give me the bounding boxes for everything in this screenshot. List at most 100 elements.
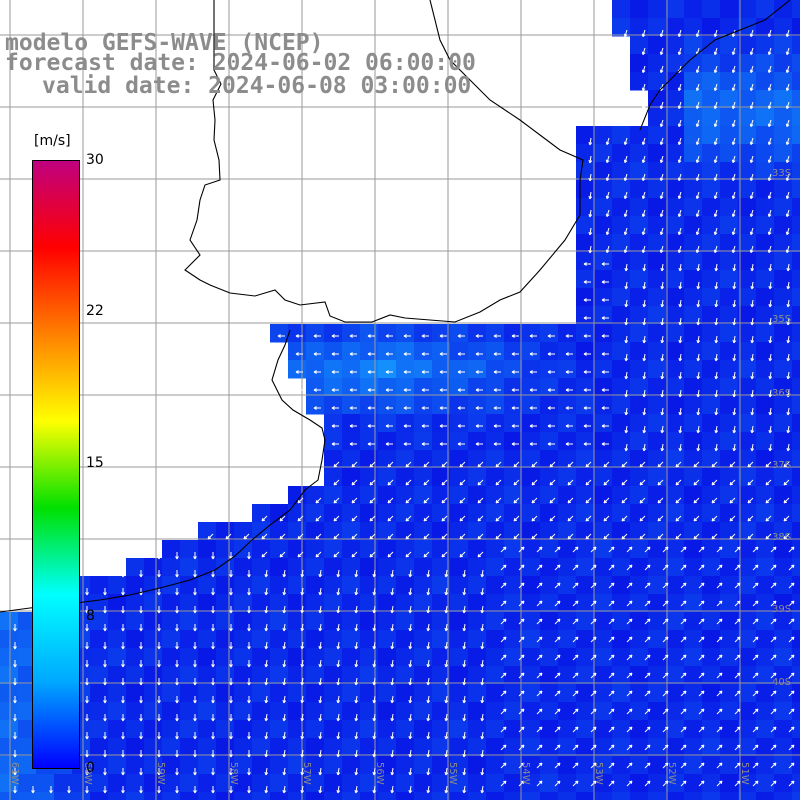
wind-speed-cell — [342, 792, 361, 800]
wind-speed-cell — [612, 450, 631, 469]
wind-speed-cell — [306, 684, 325, 703]
wind-speed-cell — [324, 774, 343, 793]
wind-arrow — [642, 443, 647, 452]
wind-arrow — [426, 569, 431, 578]
wind-speed-cell — [576, 252, 595, 271]
wind-speed-cell — [126, 774, 145, 793]
wind-speed-cell — [360, 648, 379, 667]
wind-arrow — [554, 618, 561, 625]
wind-arrow — [624, 407, 629, 416]
wind-arrow — [752, 636, 759, 643]
wind-arrow — [139, 642, 143, 650]
wind-speed-cell — [630, 720, 649, 739]
wind-speed-cell — [666, 414, 685, 433]
wind-speed-cell — [90, 612, 109, 631]
wind-speed-cell — [486, 612, 505, 631]
wind-arrow — [768, 263, 773, 272]
wind-speed-cell — [324, 360, 343, 379]
wind-speed-cell — [108, 738, 127, 757]
wind-arrow — [572, 636, 579, 643]
wind-arrow — [734, 744, 741, 751]
wind-speed-cell — [684, 540, 703, 559]
wind-arrow — [247, 678, 251, 686]
wind-arrow — [313, 334, 321, 338]
wind-arrow — [390, 677, 395, 686]
wind-arrow — [157, 732, 161, 740]
longitude-label: 60W — [82, 762, 93, 785]
wind-speed-cell — [252, 594, 271, 613]
wind-speed-cell — [612, 288, 631, 307]
wind-speed-cell — [648, 72, 667, 91]
wind-arrow — [642, 407, 647, 416]
wind-arrow — [444, 623, 449, 632]
wind-arrow — [729, 515, 736, 522]
wind-arrow — [590, 636, 597, 643]
wind-speed-cell — [72, 792, 91, 800]
wind-speed-cell — [108, 792, 127, 800]
wind-speed-cell — [378, 504, 397, 523]
wind-arrow — [477, 479, 484, 486]
wind-arrow — [211, 750, 215, 758]
wind-speed-cell — [54, 774, 73, 793]
wind-speed-cell — [702, 630, 721, 649]
wind-arrow — [211, 786, 215, 794]
wind-arrow — [247, 786, 251, 794]
wind-speed-cell — [504, 342, 523, 361]
wind-arrow — [767, 119, 772, 128]
wind-speed-cell — [396, 558, 415, 577]
wind-speed-cell — [486, 360, 505, 379]
wind-speed-cell — [684, 18, 703, 37]
wind-arrow — [621, 479, 628, 486]
wind-arrow — [500, 654, 507, 661]
wind-arrow — [729, 479, 736, 486]
wind-arrow — [457, 352, 465, 356]
wind-speed-cell — [738, 270, 757, 289]
wind-arrow — [608, 546, 615, 553]
wind-speed-cell — [540, 774, 559, 793]
wind-arrow — [175, 732, 179, 740]
wind-speed-cell — [450, 576, 469, 595]
wind-speed-cell — [522, 342, 541, 361]
wind-arrow — [315, 551, 322, 558]
wind-speed-cell — [774, 342, 793, 361]
wind-speed-cell — [54, 792, 73, 800]
wind-speed-cell — [756, 216, 775, 235]
wind-arrow — [786, 299, 791, 308]
wind-arrow — [785, 173, 790, 182]
wind-speed-cell — [738, 450, 757, 469]
wind-arrow — [675, 461, 682, 468]
wind-arrow — [696, 389, 701, 398]
wind-speed-cell — [576, 576, 595, 595]
wind-speed-cell — [234, 792, 253, 800]
wind-speed-cell — [720, 522, 739, 541]
wind-arrow — [500, 618, 507, 625]
wind-arrow — [426, 695, 431, 704]
wind-arrow — [621, 461, 628, 468]
wind-arrow — [675, 497, 682, 504]
wind-arrow — [608, 672, 615, 679]
wind-speed-cell — [666, 684, 685, 703]
wind-arrow — [601, 298, 609, 302]
wind-arrow — [243, 533, 250, 540]
wind-arrow — [211, 552, 215, 560]
wind-speed-cell — [522, 414, 541, 433]
wind-arrow — [696, 407, 701, 416]
wind-arrow — [300, 605, 305, 614]
wind-arrow — [567, 515, 574, 522]
wind-speed-cell — [576, 684, 595, 703]
wind-arrow — [657, 479, 664, 486]
wind-speed-cell — [90, 774, 109, 793]
wind-speed-cell — [576, 216, 595, 235]
wind-speed-cell — [792, 126, 800, 145]
wind-arrow — [385, 424, 393, 428]
wind-speed-cell — [396, 756, 415, 775]
wind-arrow — [572, 546, 579, 553]
wind-speed-cell — [90, 630, 109, 649]
wind-speed-cell — [702, 576, 721, 595]
wind-arrow — [462, 569, 467, 578]
wind-arrow — [749, 137, 754, 146]
wind-arrow — [660, 335, 665, 344]
wind-arrow — [680, 654, 687, 661]
wind-speed-cell — [414, 540, 433, 559]
wind-speed-cell — [378, 414, 397, 433]
